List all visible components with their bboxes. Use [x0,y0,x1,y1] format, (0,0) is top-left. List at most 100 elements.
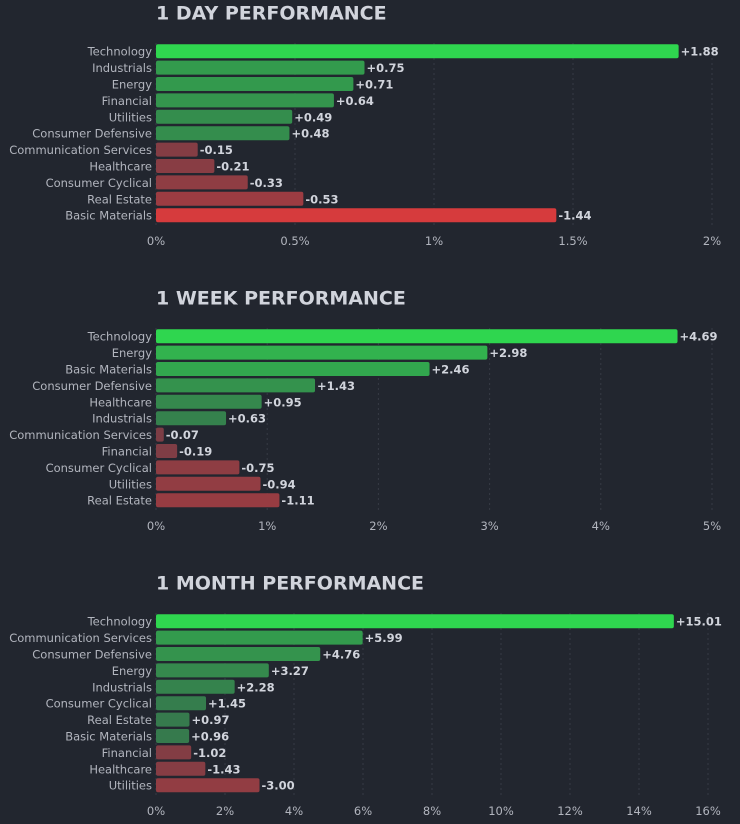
bar [156,476,261,491]
value-label: -0.75 [241,461,274,475]
x-tick-label: 4% [285,804,303,818]
category-label: Technology [87,615,153,629]
category-label: Communication Services [9,428,152,442]
category-label: Technology [87,330,153,344]
value-label: +0.95 [264,395,302,409]
category-label: Communication Services [9,631,152,645]
x-tick-label: 16% [695,804,721,818]
bar [156,663,269,678]
category-label: Basic Materials [65,363,152,377]
category-label: Real Estate [87,192,152,206]
x-tick-label: 1% [258,519,276,533]
value-label: +2.28 [237,680,275,694]
value-label: -0.94 [263,477,296,491]
category-label: Healthcare [89,762,152,776]
bar [156,460,240,475]
category-label: Real Estate [87,494,152,508]
category-label: Utilities [109,110,152,124]
bar [156,159,215,173]
category-label: Consumer Defensive [32,127,152,141]
bar [156,142,198,157]
value-label: +15.01 [676,615,722,629]
bar [156,444,178,458]
bar [156,778,260,793]
category-label: Utilities [109,477,152,491]
bar [156,329,678,344]
bar [156,378,316,393]
value-label: -0.33 [250,176,283,190]
x-tick-label: 0.5% [280,234,309,248]
category-label: Consumer Cyclical [46,697,152,711]
value-label: -1.44 [558,209,591,223]
category-label: Consumer Defensive [32,648,152,662]
value-label: -0.21 [216,160,249,174]
bar [156,126,290,141]
category-label: Industrials [92,680,152,694]
category-label: Healthcare [89,160,152,174]
category-label: Consumer Defensive [32,379,152,393]
value-label: +0.97 [191,713,229,727]
category-label: Consumer Cyclical [46,461,152,475]
bar [156,493,280,508]
category-label: Technology [87,45,153,59]
value-label: +0.96 [191,730,229,744]
bar [156,614,674,629]
category-label: Financial [102,445,152,459]
value-label: +0.63 [228,412,266,426]
bar [156,729,190,743]
value-label: +0.71 [355,78,393,92]
value-label: +0.48 [291,127,329,141]
bar [156,696,207,711]
category-label: Basic Materials [65,730,152,744]
x-tick-label: 10% [488,804,514,818]
value-label: -1.11 [281,494,314,508]
bar [156,411,227,426]
bar [156,109,293,124]
x-tick-label: 14% [626,804,652,818]
x-tick-label: 0% [147,804,165,818]
category-label: Energy [112,346,152,360]
x-tick-label: 6% [354,804,372,818]
bar [156,630,363,645]
x-tick-label: 2% [369,519,387,533]
chart-title: 1 WEEK PERFORMANCE [156,288,406,310]
x-tick-label: 0% [147,519,165,533]
category-label: Financial [102,94,152,108]
bar [156,761,206,776]
value-label: +3.27 [271,664,309,678]
chart-title: 1 DAY PERFORMANCE [156,3,387,25]
value-label: +1.88 [681,45,719,59]
category-label: Utilities [109,779,152,793]
x-tick-label: 2% [703,234,721,248]
bar [156,175,248,190]
bar [156,712,190,727]
bar [156,679,235,694]
x-tick-label: 4% [592,519,610,533]
category-label: Consumer Cyclical [46,176,152,190]
category-label: Energy [112,78,152,92]
bar [156,362,430,376]
value-label: -0.53 [305,192,338,206]
value-label: +4.69 [680,330,718,344]
value-label: +0.49 [294,110,332,124]
bar [156,647,321,661]
value-label: -1.02 [193,746,226,760]
x-tick-label: 0% [147,234,165,248]
category-label: Financial [102,746,152,760]
value-label: -0.15 [200,143,233,157]
value-label: -0.19 [179,445,212,459]
x-tick-label: 1% [425,234,443,248]
category-label: Real Estate [87,713,152,727]
category-label: Industrials [92,412,152,426]
x-tick-label: 12% [557,804,583,818]
value-label: +1.43 [317,379,355,393]
value-label: +2.46 [432,363,470,377]
chart-title: 1 MONTH PERFORMANCE [156,573,424,595]
category-label: Basic Materials [65,209,152,223]
value-label: +2.98 [489,346,527,360]
bar [156,191,304,206]
value-label: +1.45 [208,697,246,711]
bar [156,345,488,360]
category-label: Energy [112,664,152,678]
